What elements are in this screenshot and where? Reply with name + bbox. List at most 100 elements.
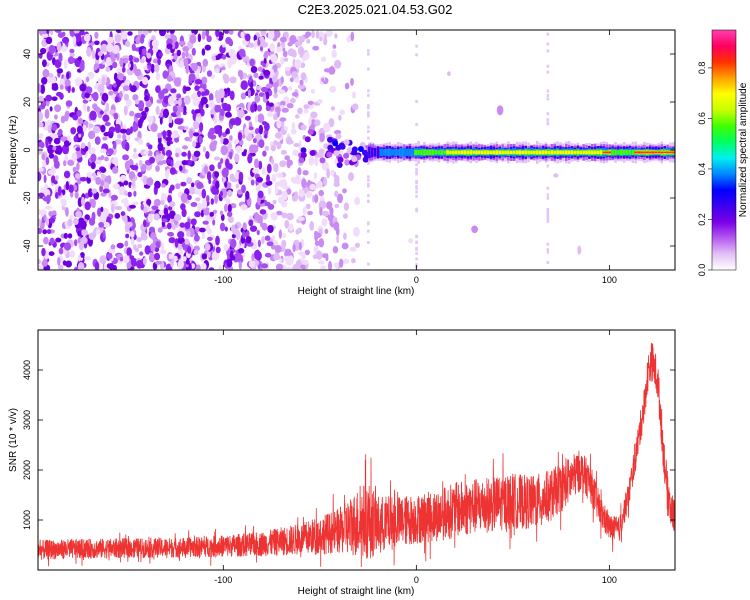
spectrogram-cell [201,30,206,40]
spectrogram-cell [133,57,140,63]
spectrogram-cell [195,226,201,232]
spectrogram-cell [553,151,556,154]
spectrogram-cell [498,150,501,154]
spectrogram-cell [129,255,135,260]
spectrogram-cell [229,90,235,101]
spectrogram-cell [201,198,208,209]
spectrogram-cell [295,40,303,47]
spectrogram-cell [128,54,134,62]
spectrogram-cell [452,150,455,155]
spectrogram-cell [159,112,163,118]
spectrogram-cell [280,76,284,84]
spectrogram-cell [496,105,504,116]
spectrogram-cell [229,250,234,261]
spectrogram-cell [254,95,261,103]
spectrogram-cell [47,119,51,125]
spectrogram-cell [174,118,180,125]
spectrogram-cell [249,58,255,67]
spectrogram-cell [132,201,139,206]
spectrogram-cell [261,167,266,176]
spectrogram-cell [95,229,101,235]
spectrogram-cell [209,127,216,135]
spectrogram-cell [167,194,173,204]
spectrogram-cell [344,159,350,166]
spectrogram-cell [149,252,154,262]
spectrogram-cell [104,121,111,127]
spectrogram-cell [105,66,111,72]
spectrogram-cell [211,251,220,261]
spectrogram-cell [415,186,418,190]
spectrogram-cell [102,136,108,141]
spectrogram-cell [112,183,120,190]
spectrogram-cell [202,220,209,225]
spectrogram-cell [74,191,79,199]
spectrogram-cell [187,246,192,254]
spectrogram-cell [38,111,44,122]
spectrogram-cell [546,216,550,220]
spectrogram-cell [153,198,161,207]
spectrogram-cell [41,153,46,161]
spectrogram-cell [204,44,211,51]
spectrogram-cell [334,203,340,209]
spectrogram-cell [218,88,225,99]
spectrogram-cell [329,85,337,93]
spectrogram-cell [182,145,188,150]
spectrogram-cell [258,139,265,149]
spectrogram-cell [97,51,103,57]
spectrogram-cell [57,186,62,196]
spectrogram-cell [283,57,289,62]
spectrogram-cell [102,221,110,228]
spectrogram-cell [106,252,113,260]
spectrogram-cell [224,181,228,188]
spectrogram-cell [357,146,364,152]
spectrogram-cell [317,152,324,158]
spectrogram-cell [76,109,82,117]
spectrogram-cell [457,150,461,154]
spectrogram-cell [149,156,155,164]
spectrogram-cell [454,150,458,154]
spectrogram-x-axis: -100 0 100 [214,30,617,285]
spectrogram-cell [123,57,129,64]
spectrogram-cell [546,211,550,215]
spectrogram-cell [245,236,252,244]
spectrogram-cell [280,56,285,65]
spectrogram-cell [154,252,161,261]
spectrogram-cell [58,52,63,63]
spectrogram-cell [343,232,347,240]
spectrogram-cell [279,258,283,263]
spectrogram-cell [43,214,47,221]
spectrogram-cell [186,177,193,185]
spectrogram-cell [489,150,493,154]
spectrogram-cell [651,151,655,154]
spectrogram-cell [52,146,57,151]
spectrogram-cell [343,139,350,146]
spectrogram-cell [550,150,554,155]
spectrogram-cell [54,30,62,33]
spectrogram-cell [187,194,192,200]
spectrogram-cell [288,255,294,264]
spectrogram-cell [106,263,112,269]
spectrogram-cell [90,162,96,170]
spectrogram-cell [207,236,213,241]
spectrogram-cell [212,140,218,146]
spectrogram-cell [114,123,121,134]
spectrogram-cell [276,210,283,216]
spectrogram-cell [367,175,370,179]
spectrogram-cell [446,150,449,155]
spectrogram-cell [295,229,300,235]
spectrogram-cell [486,150,490,155]
spectrogram-cell [77,56,83,62]
spectrogram-cell [367,49,370,53]
spectrogram-cell [333,221,340,231]
spectrogram-cell [177,125,185,130]
spectrogram-cell [131,178,136,188]
spectrogram-cell [423,149,426,156]
spectrogram-cell [111,203,115,213]
spectrogram-cell [546,97,550,101]
spectrogram-cell [408,238,414,244]
spectrogram-cell [201,262,207,270]
spectrogram-cell [61,45,68,52]
spectrogram-cell [77,230,82,237]
snr-y-tick-label: 3000 [22,410,32,430]
